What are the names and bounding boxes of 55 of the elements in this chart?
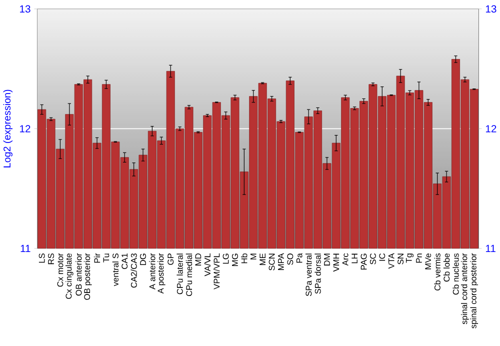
x-tick-label: PAG: [360, 254, 367, 270]
x-tick-label: LS: [38, 253, 45, 262]
y-tick-label: 12: [20, 124, 30, 132]
x-tick-label: A anterior: [149, 253, 156, 290]
x-tick-label: SN: [398, 254, 404, 264]
x-tick-label: Tg: [406, 253, 414, 262]
x-tick-label: DG: [140, 254, 146, 265]
y2-tick-label: 12: [486, 124, 496, 132]
x-tick-label: MG: [232, 254, 238, 266]
x-tick-label: Cb vermis: [434, 253, 440, 290]
x-tick-label: SCN: [268, 254, 275, 270]
x-tick-label: Arc: [342, 253, 348, 266]
y-tick-label: 13: [20, 5, 30, 12]
x-tick-label: VPM/VPL: [214, 253, 220, 290]
x-tick-label: RS: [48, 253, 54, 264]
x-tick-label: M: [250, 254, 256, 260]
x-tick-label: MVe: [425, 253, 432, 269]
x-tick-label: SPa ventral: [305, 253, 312, 296]
x-tick-label: OB posterior: [84, 253, 92, 300]
x-tick-label: ventral S: [112, 253, 118, 286]
x-tick-label: Cx cingulate: [66, 253, 74, 299]
x-tick-label: ME: [260, 253, 266, 265]
x-tick-label: LH: [352, 254, 358, 263]
x-tick-label: MPA: [278, 252, 284, 270]
x-tick-label: DM: [324, 254, 330, 266]
x-tick-label: spinal cord posterior: [470, 253, 478, 328]
y2-tick-label: 11: [486, 244, 496, 252]
x-tick-label: LG: [222, 254, 229, 264]
x-tick-label: SC: [370, 253, 376, 264]
x-tick-label: VA/VL: [204, 253, 210, 276]
y-axis-title: Log2 (expression): [3, 90, 12, 168]
y-tick-label: 11: [20, 244, 30, 252]
x-tick-label: Hb: [241, 253, 248, 263]
x-tick-label: Pa: [296, 252, 302, 262]
x-tick-label: SO: [287, 253, 294, 265]
x-tick-label: GP: [168, 253, 174, 265]
x-tick-label: OB anterior: [76, 253, 82, 296]
y2-tick-label: 13: [486, 5, 496, 12]
x-tick-label: Cx motor: [57, 253, 64, 286]
x-tick-label: spinal cord anterior: [461, 253, 469, 324]
x-tick-label: CPu lateral: [176, 253, 183, 294]
x-tick-label: Tu: [103, 253, 110, 262]
x-tick-label: A posterior: [157, 253, 166, 294]
x-tick-label: Pir: [94, 253, 100, 262]
x-tick-label: Cb lobe: [443, 253, 450, 282]
x-tick-label: Pn: [416, 253, 422, 262]
x-tick-label: Cb nucleus: [452, 253, 459, 294]
x-tick-label: VTA: [388, 252, 394, 269]
x-tick-label: VMH: [333, 254, 340, 272]
x-tick-label: MD: [195, 253, 202, 266]
x-tick-label: CA2/CA3: [130, 253, 137, 288]
x-tick-label: CPu medial: [186, 253, 192, 296]
x-tick-label: CA1: [122, 253, 128, 269]
x-tick-label: SPa dorsal: [314, 253, 321, 294]
x-tick-label: IC: [379, 253, 386, 260]
